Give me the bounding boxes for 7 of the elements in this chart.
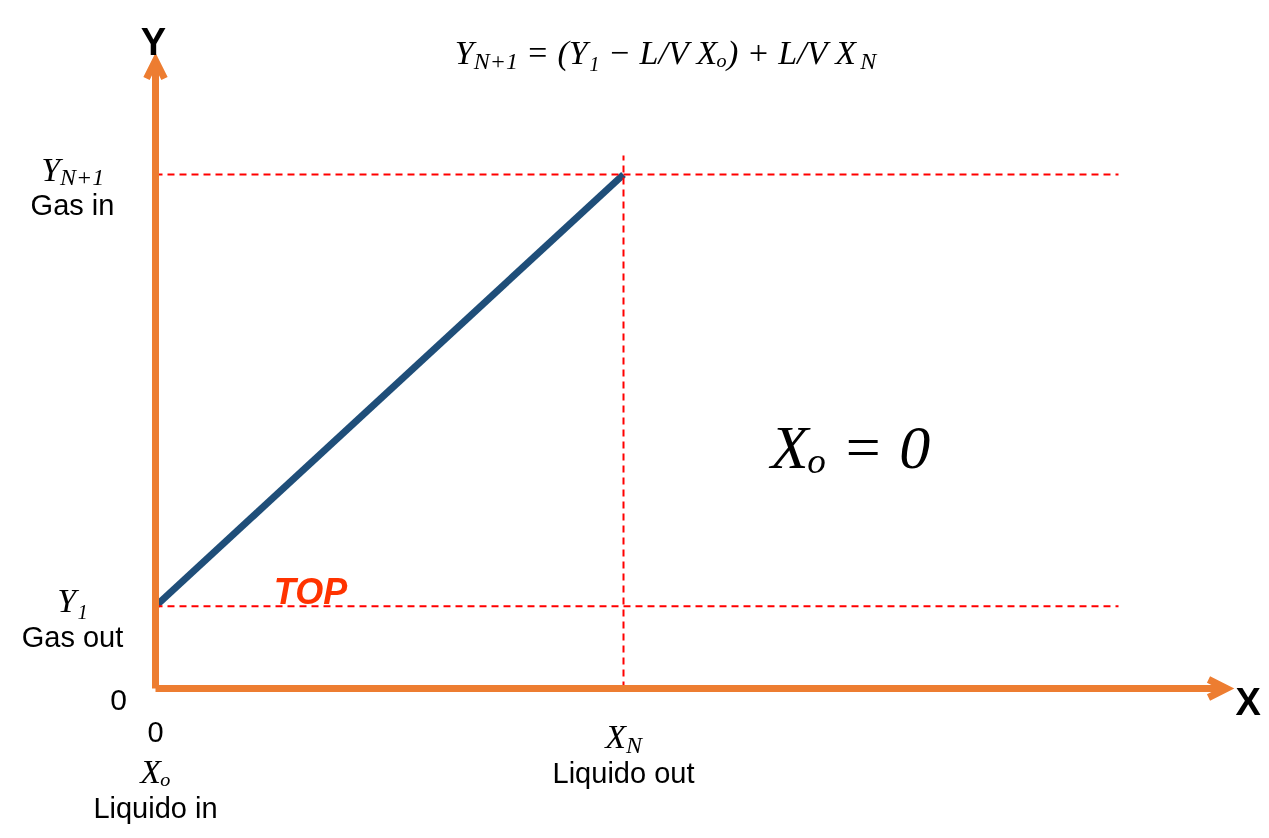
x-axis-title: X [1235, 680, 1262, 723]
x-tick-label: 0 Xₒ Liquido in [93, 716, 218, 824]
text: 0 [110, 683, 127, 716]
annotation: Xₒ = 0 [767, 413, 931, 482]
y-axis-title: Y [140, 20, 167, 63]
ref-line-label: Y₁ Gas out [21, 582, 124, 653]
annotation: TOP [273, 570, 349, 612]
